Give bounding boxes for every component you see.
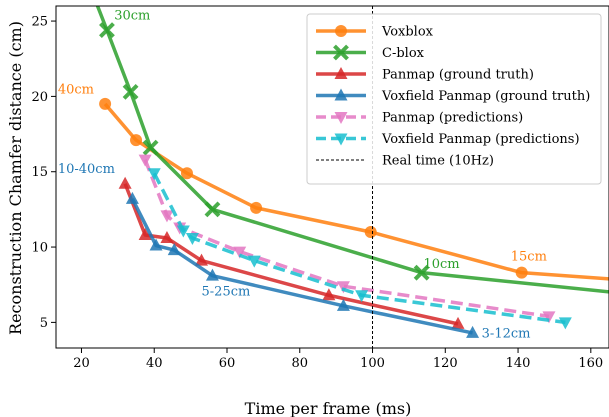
legend-item-panmap-ground-truth: Panmap (ground truth) bbox=[316, 67, 534, 83]
x-tick-label: 20 bbox=[73, 356, 90, 371]
legend-item-voxfield-panmap-predictions: Voxfield Panmap (predictions) bbox=[316, 132, 580, 147]
data-point-voxfield-panmap-ground-truth bbox=[466, 325, 480, 338]
x-tick-label: 80 bbox=[291, 356, 308, 371]
legend-marker bbox=[334, 67, 348, 79]
data-point-voxfield-panmap-predictions bbox=[147, 168, 161, 181]
x-axis: 20 40 60 80 100 120 140 160 bbox=[73, 348, 603, 371]
y-axis-label: Reconstruction Chamfer distance (cm) bbox=[6, 21, 25, 335]
legend-item-voxblox: Voxblox bbox=[316, 25, 434, 40]
y-tick-label: 20 bbox=[31, 90, 48, 105]
legend-label: Voxfield Panmap (ground truth) bbox=[381, 89, 590, 104]
data-point-voxblox bbox=[250, 201, 263, 214]
data-point-panmap-ground-truth bbox=[451, 316, 465, 329]
x-tick-label: 40 bbox=[146, 356, 163, 371]
legend-marker bbox=[335, 25, 347, 37]
series-panmap-predictions bbox=[138, 154, 556, 324]
data-point-voxfield-panmap-ground-truth bbox=[149, 238, 163, 251]
data-point-panmap-predictions bbox=[160, 210, 174, 223]
data-point-panmap-ground-truth bbox=[322, 288, 336, 301]
data-point-panmap-predictions bbox=[233, 246, 247, 259]
legend-item-c-blox: C-blox bbox=[316, 44, 425, 61]
series-voxfield-panmap-ground-truth bbox=[125, 191, 480, 338]
series-line-voxfield-panmap-predictions bbox=[152, 172, 566, 325]
data-point-voxfield-panmap-predictions bbox=[558, 317, 572, 330]
data-point-voxfield-panmap-predictions bbox=[247, 255, 261, 268]
x-axis-label: Time per frame (ms) bbox=[245, 399, 412, 417]
data-point-panmap-ground-truth bbox=[118, 176, 132, 189]
legend-marker bbox=[334, 88, 348, 101]
series-line-panmap-predictions bbox=[143, 159, 550, 319]
data-point-panmap-ground-truth bbox=[195, 253, 209, 266]
data-point-voxfield-panmap-predictions bbox=[185, 233, 199, 246]
data-point-voxfield-panmap-predictions bbox=[176, 225, 190, 238]
annotation-label: 10-40cm bbox=[58, 162, 115, 177]
x-tick-label: 60 bbox=[219, 356, 236, 371]
series-line-voxfield-panmap-ground-truth bbox=[130, 198, 473, 335]
x-tick-label: 100 bbox=[360, 356, 385, 371]
x-tick-label: 120 bbox=[433, 356, 458, 371]
legend-label: Voxblox bbox=[381, 25, 434, 40]
data-point-panmap-predictions bbox=[542, 311, 556, 324]
series-voxblox bbox=[99, 97, 609, 281]
annotation-label: 30cm bbox=[114, 9, 150, 24]
series-voxfield-panmap-predictions bbox=[147, 168, 572, 330]
data-point-c-blox bbox=[142, 139, 159, 156]
plot-frame bbox=[55, 5, 609, 349]
legend-item-panmap-predictions: Panmap (predictions) bbox=[316, 111, 523, 126]
legend-box bbox=[306, 13, 602, 185]
data-point-voxblox bbox=[130, 134, 143, 147]
data-point-voxfield-panmap-predictions bbox=[355, 290, 369, 303]
y-tick-label: 25 bbox=[31, 15, 48, 30]
data-point-voxblox bbox=[99, 97, 112, 110]
series-line-panmap-ground-truth bbox=[123, 183, 459, 326]
annotation-label: 10cm bbox=[423, 257, 459, 272]
legend-marker bbox=[334, 112, 348, 124]
data-point-voxfield-panmap-ground-truth bbox=[205, 268, 219, 281]
data-point-voxfield-panmap-ground-truth bbox=[336, 298, 350, 311]
y-tick-label: 10 bbox=[31, 241, 48, 256]
annotation-label: 5-25cm bbox=[202, 284, 251, 299]
y-axis: 5 10 15 20 25 bbox=[31, 15, 56, 331]
data-point-panmap-ground-truth bbox=[160, 231, 174, 244]
legend-marker bbox=[333, 44, 349, 61]
data-point-c-blox bbox=[413, 264, 430, 281]
legend-label: Panmap (predictions) bbox=[382, 111, 523, 126]
legend-item-voxfield-panmap-ground-truth: Voxfield Panmap (ground truth) bbox=[316, 88, 590, 104]
annotation-label: 3-12cm bbox=[482, 326, 531, 341]
series-panmap-ground-truth bbox=[118, 176, 465, 329]
data-point-voxfield-panmap-ground-truth bbox=[125, 191, 139, 204]
legend-item-real-time-10hz: Real time (10Hz) bbox=[316, 154, 494, 169]
annotation-label: 40cm bbox=[58, 82, 94, 97]
data-point-panmap-predictions bbox=[336, 281, 350, 294]
legend-label: Real time (10Hz) bbox=[382, 154, 494, 169]
y-tick-label: 15 bbox=[31, 165, 48, 180]
x-tick-label: 160 bbox=[578, 356, 603, 371]
legend-label: C-blox bbox=[382, 46, 425, 61]
y-tick-label: 5 bbox=[40, 316, 48, 331]
x-tick-label: 140 bbox=[506, 356, 531, 371]
series-layer bbox=[95, 6, 609, 338]
legend-label: Panmap (ground truth) bbox=[382, 68, 534, 83]
data-point-c-blox bbox=[122, 83, 139, 100]
data-point-voxblox bbox=[515, 266, 528, 279]
data-point-voxfield-panmap-ground-truth bbox=[167, 243, 181, 256]
data-point-voxblox bbox=[180, 167, 193, 180]
series-c-blox bbox=[95, 6, 609, 294]
data-point-panmap-predictions bbox=[138, 154, 152, 167]
legend: Voxblox C-blox Panmap (ground truth) Voxfie… bbox=[306, 13, 602, 185]
data-point-voxblox bbox=[364, 225, 377, 238]
data-point-panmap-ground-truth bbox=[138, 228, 152, 241]
annotations: 30cm 40cm 10-40cm 5-25cm 10cm 15cm 3-12cm bbox=[58, 9, 547, 342]
data-point-c-blox bbox=[99, 22, 115, 39]
annotation-label: 15cm bbox=[511, 250, 547, 265]
legend-label: Voxfield Panmap (predictions) bbox=[381, 132, 580, 147]
data-point-c-blox bbox=[204, 201, 221, 218]
legend-marker bbox=[334, 133, 348, 146]
